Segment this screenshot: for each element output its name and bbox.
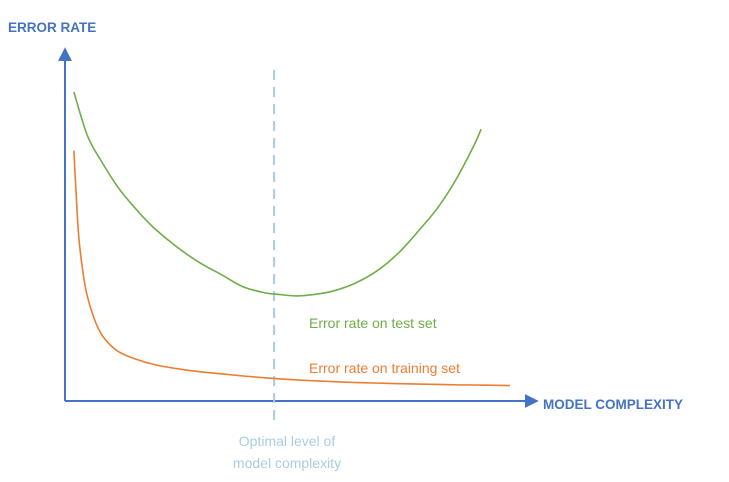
series-line-test-error <box>73 91 482 297</box>
optimal-label-line2: model complexity <box>233 455 341 471</box>
x-axis-title: MODEL COMPLEXITY <box>543 397 683 412</box>
y-axis-title: ERROR RATE <box>8 20 96 35</box>
optimal-label-line1: Optimal level of <box>239 433 336 449</box>
series-label-test-error: Error rate on test set <box>309 315 437 331</box>
series-label-training-error: Error rate on training set <box>309 360 460 376</box>
series-line-training-error <box>73 150 511 387</box>
